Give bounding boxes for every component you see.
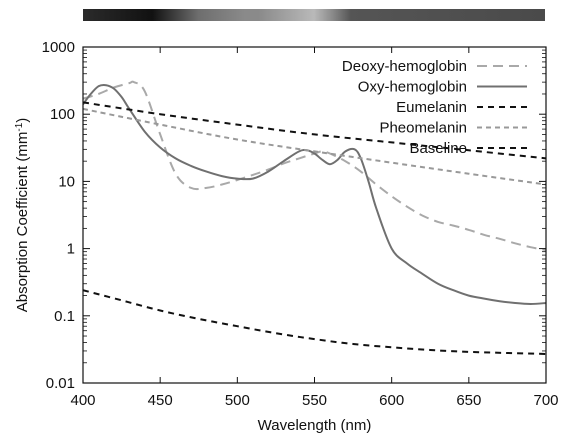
x-tick-label: 600 [379,392,404,409]
series-line-baseline [83,290,546,354]
y-tick-label: 0.01 [46,375,75,392]
spectrum-gradient-bar [83,9,545,21]
series-line-deoxy-hemoglobin [83,82,546,251]
x-tick-label: 650 [456,392,481,409]
series-line-oxy-hemoglobin [83,85,546,304]
series-line-pheomelanin [83,109,546,185]
x-tick-label: 500 [225,392,250,409]
legend-label-eumelanin: Eumelanin [396,99,467,116]
x-axis-label: Wavelength (nm) [258,417,372,433]
y-tick-label: 1000 [42,39,75,56]
x-tick-label: 700 [533,392,558,409]
y-tick-label: 10 [58,173,75,190]
y-axis-label: Absorption Coefficient (mm-1) [14,118,32,313]
plot-frame [83,47,546,383]
y-axis-label-main: Absorption Coefficient (mm [14,132,31,313]
y-axis-label-suffix: ) [14,118,31,123]
series-layer [83,82,546,354]
legend: Deoxy-hemoglobin Oxy-hemoglobin Eumelanin P… [342,58,527,157]
legend-label-oxy-hemoglobin: Oxy-hemoglobin [358,79,467,96]
y-tick-label: 1 [67,241,75,258]
legend-label-deoxy-hemoglobin: Deoxy-hemoglobin [342,58,467,75]
x-tick-label: 450 [148,392,173,409]
x-tick-label: 400 [70,392,95,409]
y-tick-label: 100 [50,106,75,123]
y-tick-label: 0.1 [54,308,75,325]
legend-label-pheomelanin: Pheomelanin [379,120,467,137]
x-tick-label: 550 [302,392,327,409]
legend-label-baseline: Baseline [409,140,467,157]
